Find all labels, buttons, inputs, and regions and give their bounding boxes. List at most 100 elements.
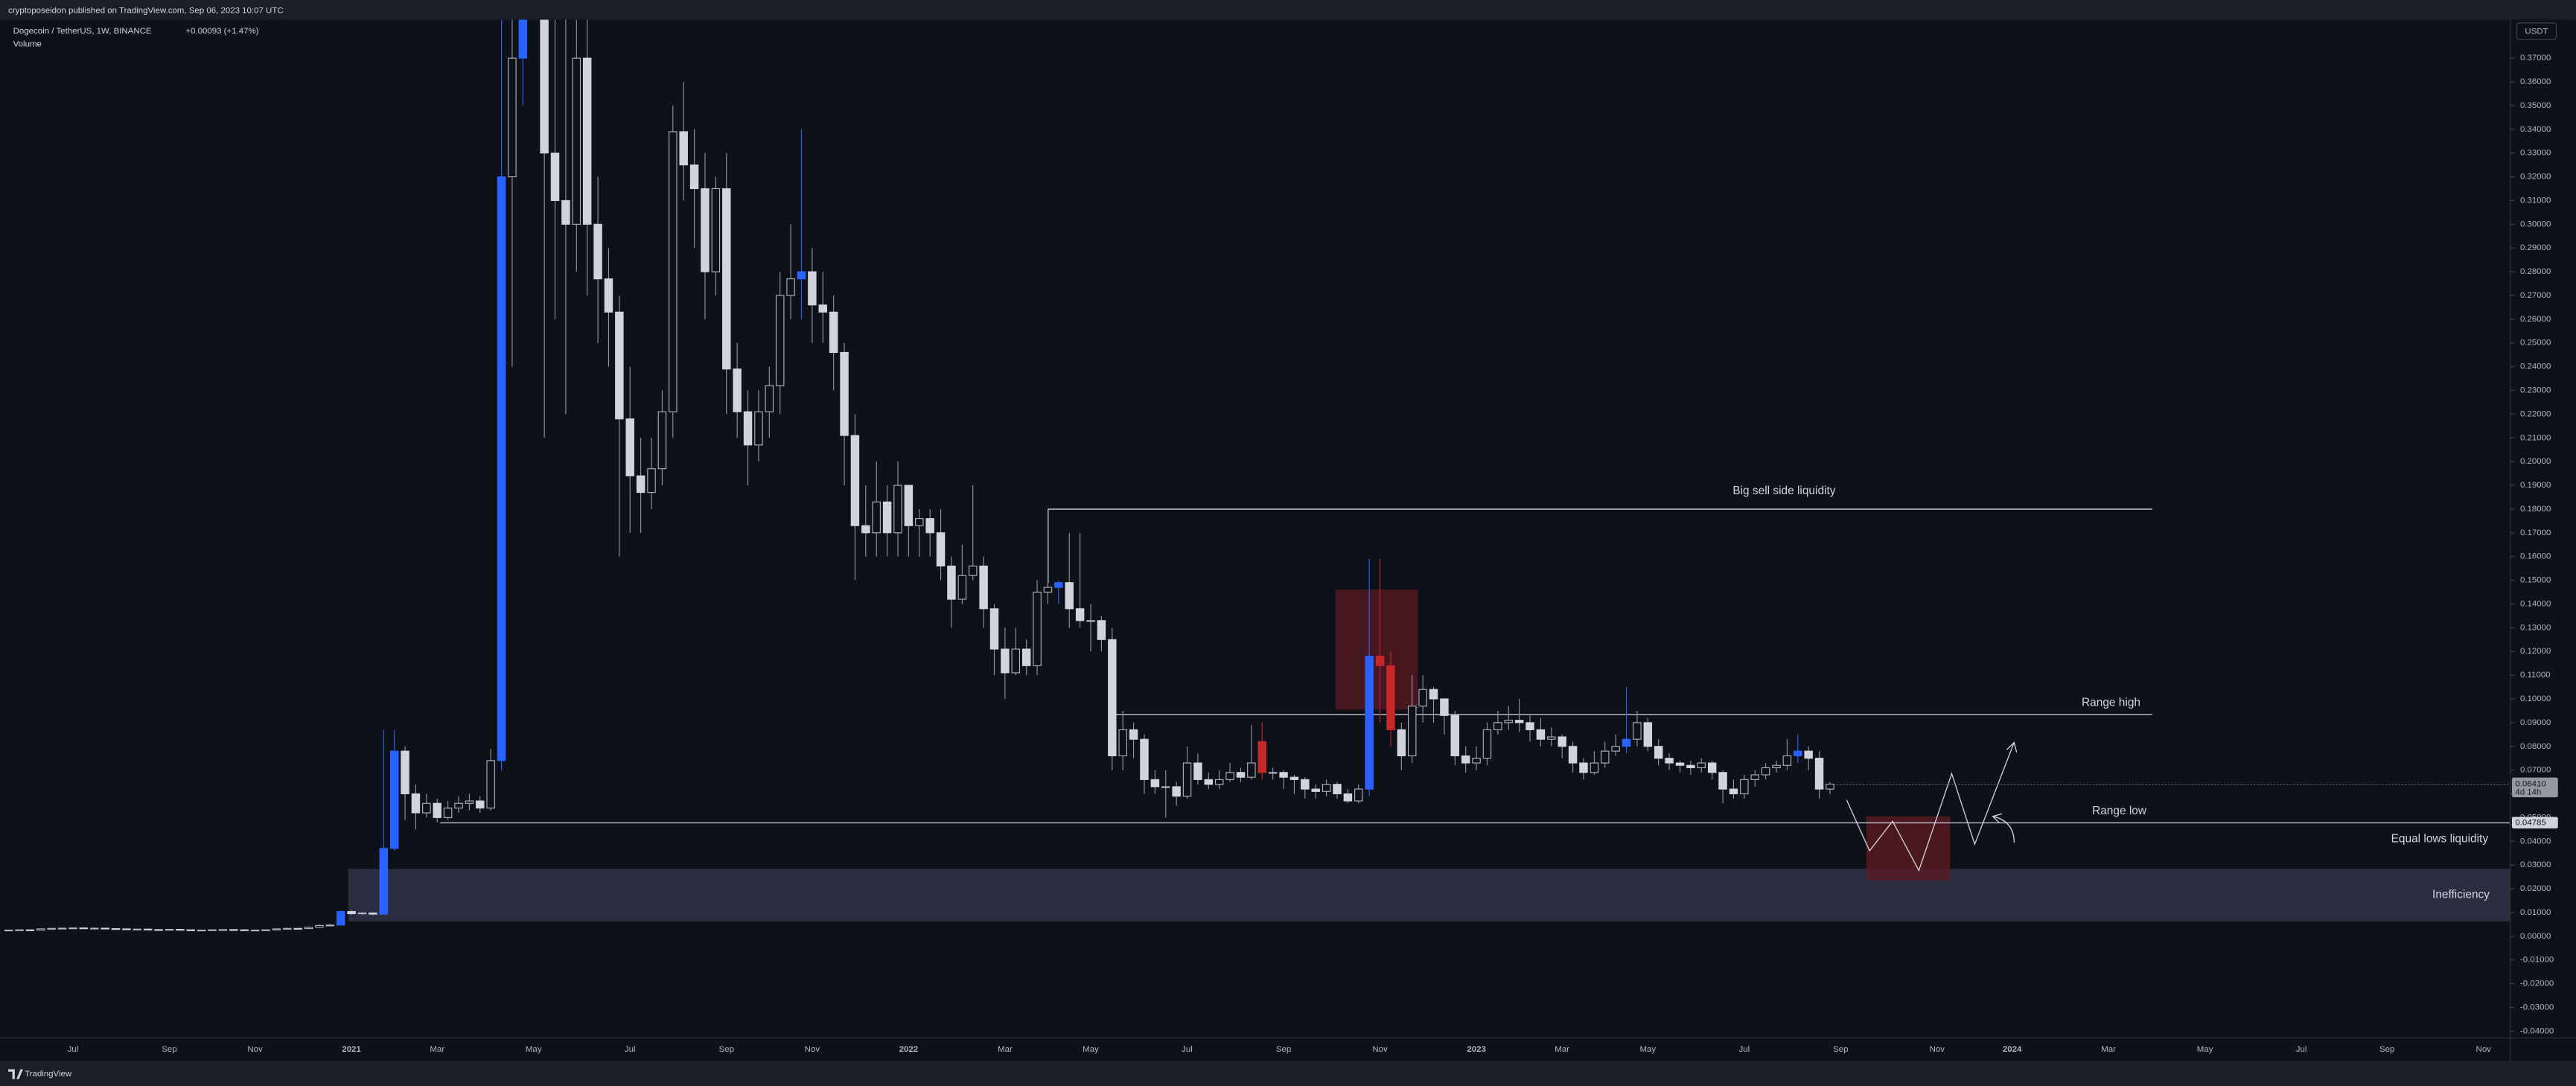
y-tick-label: 0.20000 (2520, 457, 2551, 466)
candle-body (808, 271, 817, 306)
candle-body (1001, 648, 1010, 674)
y-tick-label: 0.25000 (2520, 339, 2551, 348)
candle-body (1043, 587, 1053, 593)
candle-body (465, 800, 474, 804)
candle-body (754, 411, 763, 446)
y-tick-label: 0.37000 (2520, 54, 2551, 63)
y-tick-label: 0.27000 (2520, 291, 2551, 300)
candle-body (486, 760, 495, 809)
candle-body (1536, 729, 1546, 740)
candle-body (1643, 722, 1653, 747)
candle-body (679, 131, 688, 166)
candle-body (1289, 776, 1299, 780)
y-tick-label: -0.02000 (2520, 980, 2554, 988)
candle-body (1236, 772, 1246, 778)
x-tick-label: Jul (68, 1045, 79, 1054)
logo (8, 1069, 23, 1079)
candle-body (615, 311, 624, 420)
candle-body (1814, 758, 1824, 790)
candle-body (1675, 762, 1685, 766)
y-tick-label: 0.02000 (2520, 884, 2551, 893)
candle-body (979, 565, 988, 610)
candle-body (550, 153, 560, 201)
y-tick-label: 0.32000 (2520, 173, 2551, 182)
candle-body (701, 188, 710, 272)
candle-body (1225, 772, 1234, 780)
candle-body (497, 176, 506, 761)
y-tick-label: 0.35000 (2520, 101, 2551, 110)
y-tick-label: 0.34000 (2520, 125, 2551, 134)
x-tick-label: May (2197, 1045, 2213, 1054)
candle-body (593, 223, 602, 280)
candle-body (1214, 779, 1224, 785)
candle-body (1150, 779, 1160, 788)
candle-body (861, 525, 870, 534)
candle-body (636, 475, 645, 494)
candle-body (818, 304, 828, 313)
y-tick-label: 0.26000 (2520, 315, 2551, 324)
candle-body (1397, 729, 1406, 757)
candle-body (197, 929, 206, 932)
candle-body (572, 57, 581, 225)
candle-body (1408, 705, 1417, 757)
candle-body (1257, 741, 1267, 773)
candle-body (336, 911, 345, 926)
candle-body (1525, 722, 1534, 730)
y-tick-label: 0.15000 (2520, 576, 2551, 585)
candle-body (936, 532, 946, 566)
candle-body (1482, 729, 1492, 759)
candle-body (1633, 722, 1642, 740)
y-tick-label: 0.31000 (2520, 196, 2551, 205)
candle-body (79, 927, 89, 930)
candle-body (1075, 608, 1085, 622)
y-tick-label: 0.30000 (2520, 220, 2551, 229)
y-tick-label: 0.11000 (2520, 671, 2551, 680)
x-tick-label: Nov (805, 1045, 820, 1054)
candle-body (765, 385, 774, 412)
y-tick-label: 0.09000 (2520, 718, 2551, 727)
y-tick-label: -0.03000 (2520, 1003, 2554, 1012)
candle-body (1386, 665, 1395, 730)
candle-body (357, 912, 367, 915)
x-tick-label: Jul (1182, 1045, 1193, 1054)
x-tick-label: Sep (719, 1045, 734, 1054)
publisher: cryptoposeidon published on TradingView.… (8, 6, 284, 15)
y-tick-label: 0.10000 (2520, 694, 2551, 703)
brand: TradingView (25, 1070, 72, 1079)
projection-arrow (1992, 816, 2015, 843)
annotation: Inefficiency (2432, 889, 2490, 901)
currency-box (2516, 22, 2557, 40)
y-tick-label: -0.01000 (2520, 956, 2554, 965)
candle-body (743, 411, 753, 446)
candle-body (454, 802, 463, 809)
y-tick-label: 0.18000 (2520, 505, 2551, 514)
y-tick-label: 0.24000 (2520, 362, 2551, 371)
level-price-box (2511, 817, 2558, 828)
countdown-label: 4d 14h (2515, 788, 2541, 796)
candle-body (1794, 750, 1802, 757)
candle-body (422, 802, 431, 814)
candle-body (722, 188, 731, 370)
y-tick-label: 0.04000 (2520, 837, 2551, 846)
candle-body (1782, 755, 1792, 766)
candle-body (669, 131, 678, 412)
candle-body (304, 927, 313, 930)
candle-body (1204, 779, 1214, 785)
last-price-box (2511, 777, 2558, 798)
y-tick-label: 0.19000 (2520, 481, 2551, 490)
candle-body (1140, 738, 1149, 780)
y-tick-label: 0.14000 (2520, 599, 2551, 608)
y-tick-label: 0.13000 (2520, 623, 2551, 632)
candle-body (582, 57, 592, 225)
candle-body (968, 565, 978, 576)
y-tick-label: 0.28000 (2520, 267, 2551, 276)
candle-body (904, 485, 914, 526)
x-tick-label: Mar (1555, 1045, 1569, 1054)
candle-body (122, 928, 131, 930)
y-tick-label: 0.33000 (2520, 149, 2551, 158)
candle-body (1750, 774, 1759, 780)
symbol: Dogecoin / TetherUS, 1W, BINANCE (13, 27, 152, 36)
currency: USDT (2525, 27, 2548, 36)
